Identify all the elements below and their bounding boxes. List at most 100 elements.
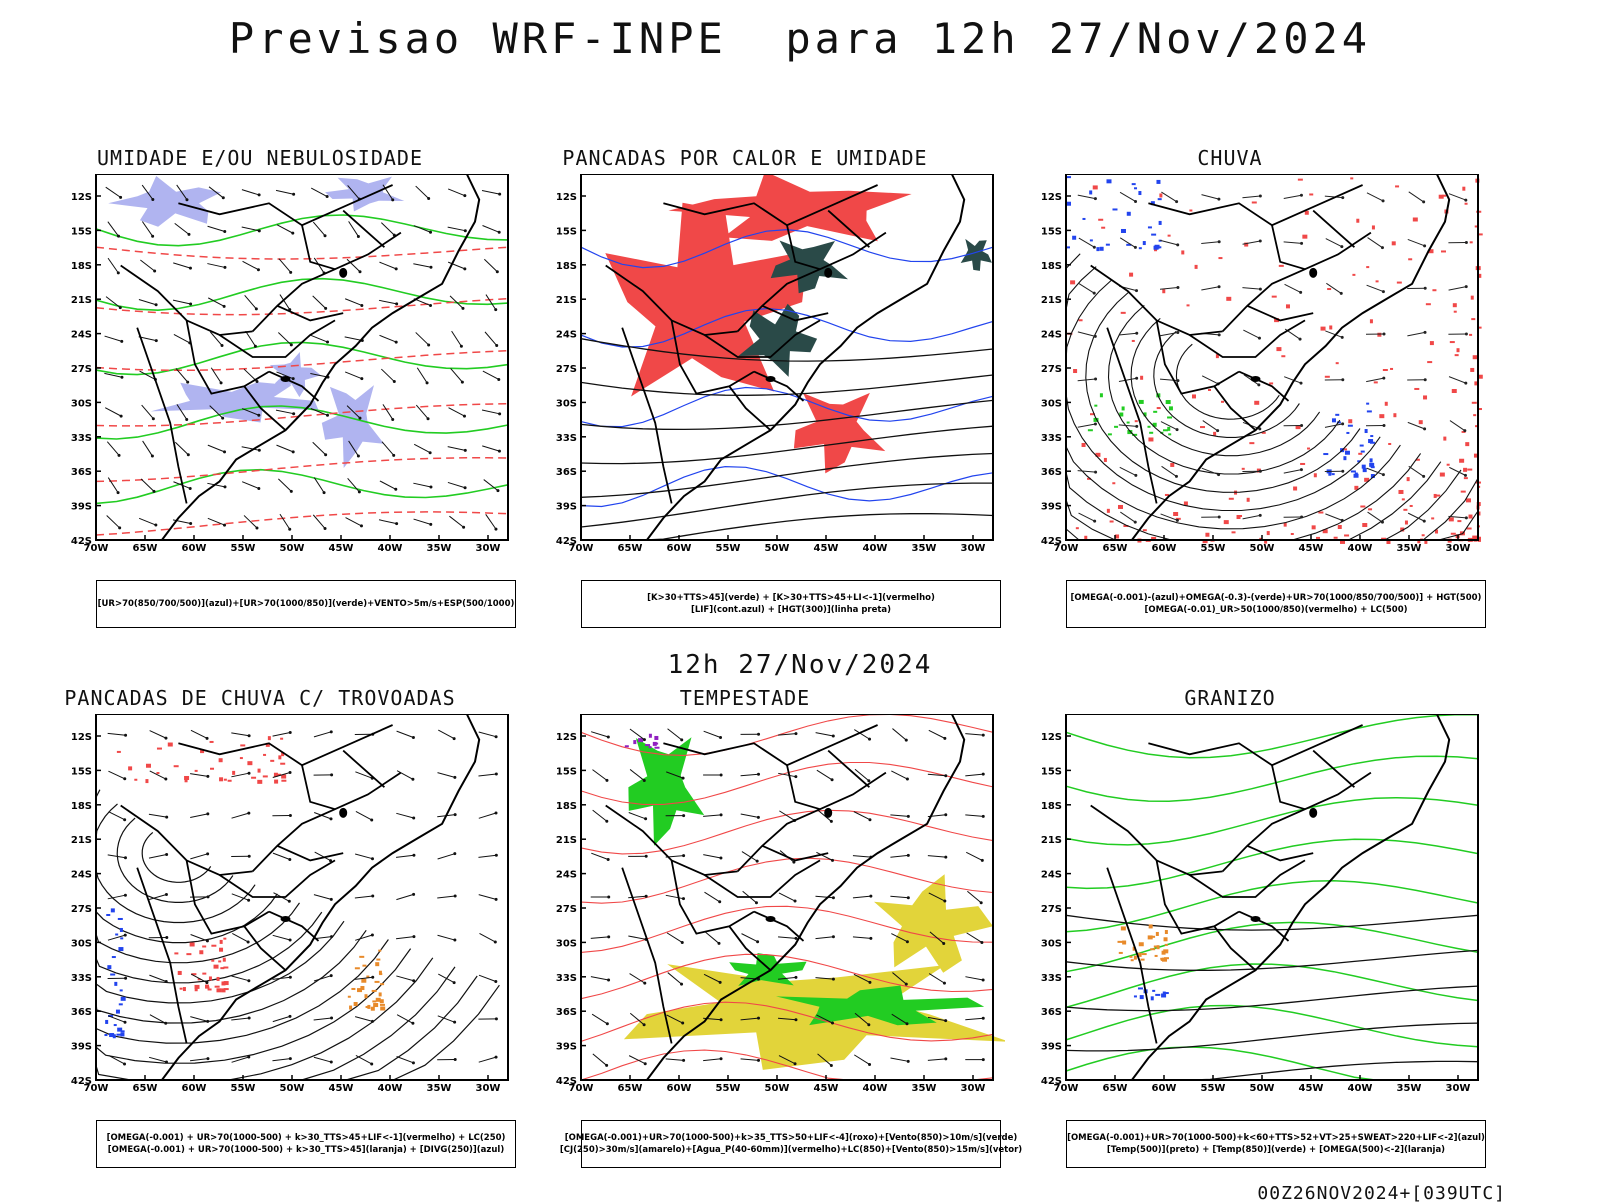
streamline-arrow — [1218, 333, 1221, 336]
lon-label: 50W — [280, 543, 305, 554]
thunderstorm-red — [215, 986, 220, 988]
rain-omega-red — [1104, 458, 1107, 462]
wind-vector — [907, 815, 910, 818]
streamline-arrow — [1259, 194, 1262, 197]
lat-label: 15S — [71, 226, 92, 237]
lon-label: 70W — [1054, 543, 1079, 554]
lat-label: 30S — [71, 398, 92, 409]
streamline-arrow — [164, 737, 167, 740]
wind-vector — [290, 490, 293, 493]
storm-purple — [654, 736, 658, 740]
rain-omega-red — [1073, 369, 1077, 373]
rain-omega-red — [1457, 348, 1460, 352]
lagoon — [1251, 376, 1261, 382]
streamline-arrow — [371, 976, 374, 979]
storm-purple — [645, 744, 650, 746]
streamline-arrow — [1259, 514, 1262, 517]
wind-vector — [360, 377, 363, 380]
streamline-arrow — [248, 734, 251, 737]
streamline-arrow — [165, 816, 168, 819]
wind-vector — [682, 814, 685, 817]
thunderstorm-red — [202, 945, 206, 947]
main-title: Previsao WRF-INPE para 12h 27/Nov/2024 — [0, 14, 1600, 63]
panel-title: PANCADAS DE CHUVA C/ TROVOADAS — [0, 686, 520, 710]
rain-omega-blue — [1158, 198, 1162, 200]
rain-omega-blue — [1143, 241, 1146, 245]
lat-label: 18S — [1041, 261, 1062, 272]
lagoon — [281, 376, 291, 382]
rain-omega-blue — [1335, 414, 1339, 416]
lat-label: 15S — [71, 766, 92, 777]
wind-vector — [720, 813, 723, 816]
lon-label: 60W — [182, 1083, 207, 1094]
lon-label: 35W — [912, 543, 937, 554]
thunderstorm-red — [156, 772, 159, 774]
lat-label: 30S — [556, 398, 577, 409]
wind-vector — [117, 271, 120, 274]
panel-title: TEMPESTADE — [485, 686, 1005, 710]
wind-vector — [258, 449, 261, 452]
rain-omega-red — [1312, 525, 1316, 529]
thunderstorm-red — [221, 981, 225, 985]
panel-legend: [OMEGA(-0.001) + UR>70(1000-500) + k>30_… — [96, 1120, 516, 1168]
rain-omega-red — [1121, 312, 1126, 314]
streamline-arrow — [370, 818, 373, 821]
rain-omega-red — [1254, 401, 1259, 405]
rain-omega-red — [1107, 509, 1110, 513]
omega-500-orange — [1164, 937, 1168, 941]
thunderstorm-red — [274, 780, 278, 784]
streamline-arrow — [1465, 285, 1468, 288]
wind-vector — [255, 526, 258, 529]
wind-vector — [152, 490, 155, 493]
wind-vector — [643, 779, 646, 782]
wind-vector — [832, 735, 835, 738]
thunderstorm-orange — [351, 988, 355, 990]
lon-label: 40W — [863, 1083, 888, 1094]
legend-line-2: [CJ(250)>30m/s](amarelo)+[Agua_P(40-60mm… — [560, 1144, 1022, 1156]
wind-vector — [757, 1059, 760, 1062]
rain-omega-green — [1127, 422, 1130, 424]
thunderstorm-red — [222, 988, 226, 992]
wind-vector — [391, 198, 394, 201]
streamline-arrow — [1424, 287, 1427, 290]
rain-omega-red — [1462, 187, 1465, 191]
wind-vector — [153, 269, 156, 272]
rain-omega-red — [1473, 355, 1478, 359]
wind-vector — [324, 234, 327, 237]
lon-label: 60W — [1152, 1083, 1177, 1094]
lon-label: 55W — [231, 1083, 256, 1094]
thunderstorm-orange — [354, 1002, 358, 1006]
rain-omega-green — [1147, 426, 1150, 428]
divergence-blue — [120, 1032, 124, 1036]
rain-omega-red — [1383, 369, 1388, 371]
thunderstorm-orange — [378, 950, 381, 952]
rain-omega-red — [1451, 533, 1456, 535]
wind-vector — [429, 486, 432, 489]
wind-vector — [794, 900, 797, 903]
thunderstorm-orange — [375, 981, 380, 983]
wind-vector — [906, 778, 909, 781]
wind-vector — [154, 524, 157, 527]
thunderstorm-orange — [362, 965, 366, 967]
wind-vector — [794, 775, 797, 778]
rain-omega-red — [1457, 520, 1461, 522]
lat-label: 36S — [1041, 1007, 1062, 1018]
streamline-arrow — [123, 1062, 126, 1065]
rain-omega-red — [1405, 521, 1408, 525]
wind-vector — [220, 381, 223, 384]
rain-omega-blue — [1351, 470, 1356, 472]
rain-omega-red — [1376, 280, 1379, 282]
wind-vector — [464, 449, 467, 452]
streamline-arrow — [165, 1061, 168, 1064]
rain-omega-red — [1465, 442, 1469, 446]
omega-500-orange — [1157, 945, 1160, 949]
rain-omega-red — [1377, 333, 1381, 337]
streamline-arrow — [1340, 245, 1343, 248]
rain-omega-red — [1453, 303, 1457, 307]
wind-vector — [119, 196, 122, 199]
rain-omega-red — [1348, 419, 1352, 423]
